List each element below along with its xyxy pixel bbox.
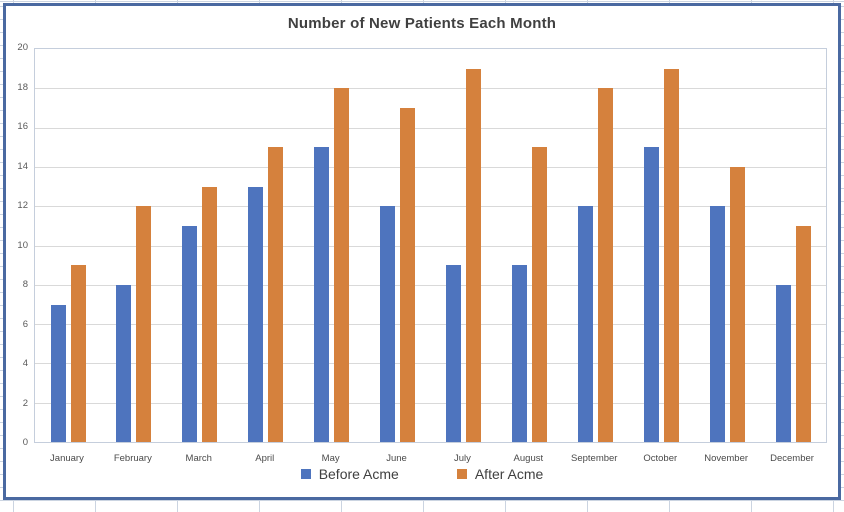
bar-before-acme-july xyxy=(446,265,461,442)
gridline xyxy=(35,166,826,168)
bar-after-acme-january xyxy=(70,265,86,442)
bar-before-acme-august xyxy=(511,265,527,442)
bar-before-acme-january xyxy=(50,304,66,442)
y-axis-label: 12 xyxy=(17,200,28,211)
bar-after-acme-august xyxy=(531,147,547,443)
gridline xyxy=(35,206,826,208)
chart-object[interactable]: Number of New Patients Each Month 0 2 4 6 8 1… xyxy=(3,3,841,500)
x-axis-label: February xyxy=(113,453,152,464)
y-axis-label: 20 xyxy=(17,42,28,53)
x-axis-label: May xyxy=(321,453,340,464)
bar-after-acme-april xyxy=(268,147,284,443)
x-axis-label: March xyxy=(185,453,212,464)
bar-before-acme-october xyxy=(643,147,659,443)
bar-before-acme-may xyxy=(314,147,330,443)
bar-before-acme-february xyxy=(116,284,132,442)
bar-before-acme-april xyxy=(248,186,264,442)
x-axis-label: January xyxy=(50,453,84,464)
y-axis-label: 16 xyxy=(17,121,28,132)
gridline xyxy=(35,245,826,247)
gridline xyxy=(35,88,826,90)
y-axis-label: 4 xyxy=(22,358,28,369)
x-axis-label: July xyxy=(453,453,471,464)
bar-after-acme-july xyxy=(466,68,481,442)
x-axis-label: June xyxy=(386,453,407,464)
legend-item-before-acme: Before Acme xyxy=(300,466,399,482)
x-axis-label: October xyxy=(643,453,678,464)
chart-title: Number of New Patients Each Month xyxy=(287,15,557,32)
legend-label: After Acme xyxy=(474,466,544,482)
bar-before-acme-september xyxy=(577,206,593,442)
gridline xyxy=(35,324,826,326)
bar-before-acme-march xyxy=(182,225,198,442)
bar-before-acme-june xyxy=(380,206,395,442)
bar-after-acme-september xyxy=(597,88,613,442)
legend-item-after-acme: After Acme xyxy=(456,466,544,482)
bar-after-acme-december xyxy=(795,225,811,442)
x-axis-label: April xyxy=(255,453,275,464)
legend: Before Acme After Acme xyxy=(6,466,838,482)
bar-after-acme-february xyxy=(136,206,152,442)
y-axis-label: 8 xyxy=(22,279,28,290)
legend-label: Before Acme xyxy=(318,466,399,482)
legend-swatch-after-acme xyxy=(456,469,467,479)
y-axis-label: 6 xyxy=(22,318,28,330)
gridline xyxy=(35,284,826,286)
x-axis-label: September xyxy=(571,453,618,464)
bar-after-acme-march xyxy=(202,186,218,442)
y-axis-label: 18 xyxy=(17,81,28,93)
bar-after-acme-october xyxy=(663,68,679,442)
y-axis-label: 2 xyxy=(22,397,28,409)
gridline xyxy=(35,363,826,365)
bar-before-acme-december xyxy=(775,284,791,442)
plot-area xyxy=(34,48,827,443)
bar-before-acme-november xyxy=(709,206,725,442)
bar-after-acme-june xyxy=(400,107,415,442)
x-axis-label: August xyxy=(513,453,544,464)
y-axis-label: 0 xyxy=(22,437,28,448)
x-axis-label: November xyxy=(704,453,749,464)
legend-swatch-before-acme xyxy=(300,469,311,479)
bar-after-acme-november xyxy=(729,166,745,442)
x-axis-label: December xyxy=(770,453,814,464)
gridline xyxy=(35,127,826,129)
bar-after-acme-may xyxy=(334,88,350,442)
gridline xyxy=(35,402,826,404)
y-axis-label: 14 xyxy=(17,160,28,172)
y-axis-label: 10 xyxy=(17,239,28,251)
